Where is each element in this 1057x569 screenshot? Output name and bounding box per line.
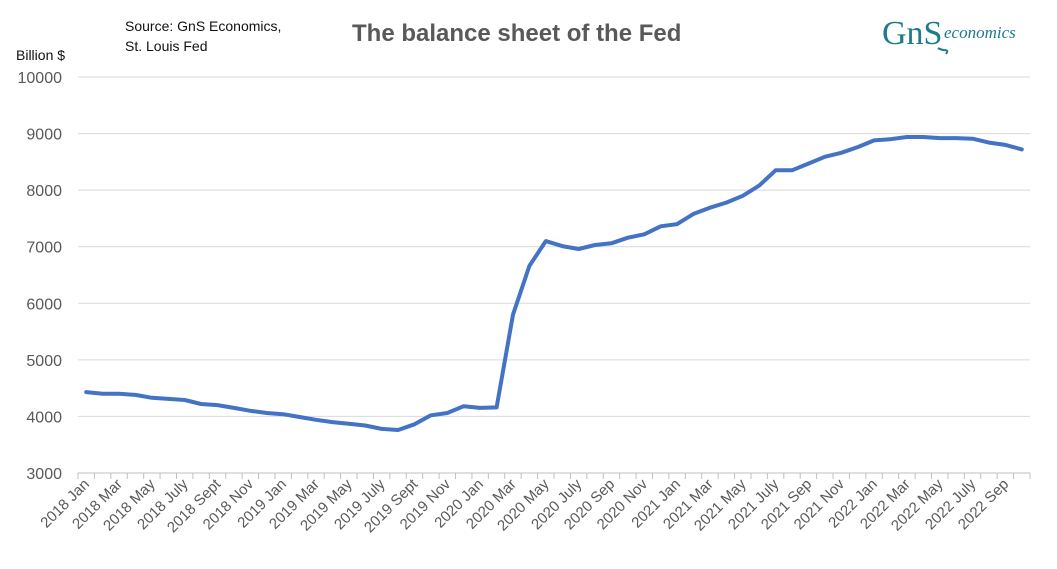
y-tick-label: 9000 — [26, 127, 62, 144]
y-tick-label: 5000 — [26, 353, 62, 370]
x-axis — [77, 472, 1031, 479]
y-tick-label: 10000 — [18, 70, 63, 87]
y-tick-label: 4000 — [26, 409, 62, 426]
y-axis-label: Billion $ — [16, 47, 66, 63]
gns-economics-logo: GnS economics — [882, 15, 1016, 55]
y-tick-labels: 3000 4000 5000 6000 7000 8000 9000 10000 — [18, 70, 63, 483]
logo-mark: GnS — [882, 15, 942, 52]
logo-word: economics — [944, 23, 1016, 42]
y-tick-label: 3000 — [26, 466, 62, 483]
source-note: Source: GnS Economics, St. Louis Fed — [125, 16, 281, 56]
y-tick-label: 8000 — [26, 183, 62, 200]
y-tick-label: 7000 — [26, 240, 62, 257]
source-line-2: St. Louis Fed — [125, 38, 208, 54]
series-line — [84, 135, 1024, 432]
source-line-1: Source: GnS Economics, — [125, 18, 282, 34]
series-layer — [84, 135, 1024, 432]
y-tick-label: 6000 — [26, 296, 62, 313]
gridlines — [78, 76, 1030, 417]
chart-title: The balance sheet of the Fed — [352, 20, 682, 47]
